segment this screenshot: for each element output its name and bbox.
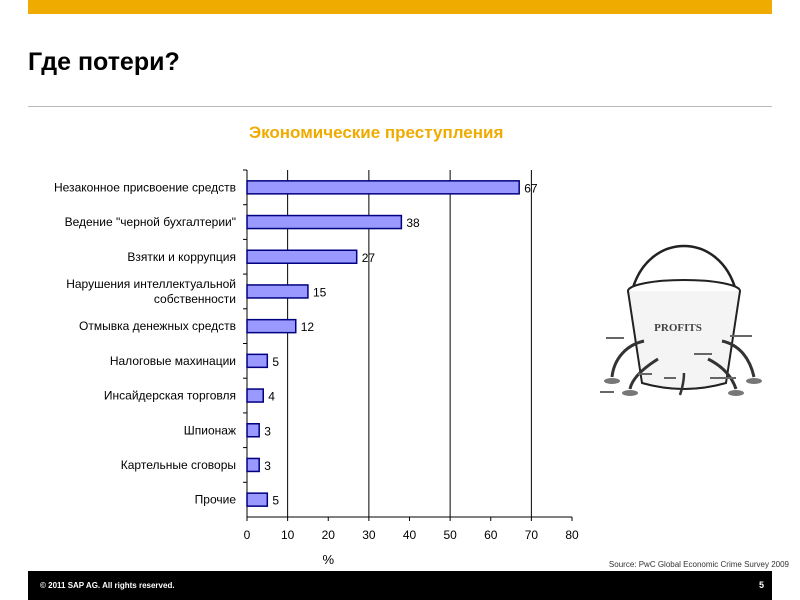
top-accent-bar bbox=[28, 0, 772, 14]
bar-value-label: 3 bbox=[264, 459, 271, 473]
x-axis-label: % bbox=[322, 552, 334, 567]
footer-copyright: © 2011 SAP AG. All rights reserved. bbox=[40, 581, 175, 590]
category-label: Шпионаж bbox=[184, 423, 236, 437]
bar-value-label: 67 bbox=[524, 181, 538, 195]
category-label: Незаконное присвоение средств bbox=[54, 180, 236, 194]
leaking-bucket-illustration: PROFITS bbox=[600, 244, 762, 396]
slide-title: Где потери? bbox=[28, 48, 180, 76]
leak-stream-5 bbox=[678, 372, 686, 396]
category-label: Взятки и коррупция bbox=[127, 250, 236, 264]
x-tick-label: 0 bbox=[244, 528, 251, 542]
bar-value-label: 4 bbox=[268, 390, 275, 404]
bucket-handle bbox=[630, 244, 738, 292]
category-label: Налоговые махинации bbox=[110, 354, 236, 368]
bar bbox=[246, 457, 260, 473]
x-tick-label: 10 bbox=[281, 528, 295, 542]
bucket-label: PROFITS bbox=[654, 322, 702, 334]
category-label: Инсайдерская торговля bbox=[104, 389, 236, 403]
category-label: Ведение "черной бухгалтерии" bbox=[65, 215, 236, 229]
bar-value-label: 27 bbox=[362, 251, 376, 265]
category-label: собственности bbox=[154, 292, 236, 306]
x-tick-label: 70 bbox=[525, 528, 539, 542]
bar bbox=[246, 214, 403, 230]
x-tick-label: 20 bbox=[322, 528, 336, 542]
category-label: Картельные сговоры bbox=[121, 458, 236, 472]
bar-value-label: 15 bbox=[313, 285, 327, 299]
bar bbox=[246, 353, 269, 369]
leak-stream-3 bbox=[721, 339, 756, 378]
bar-value-label: 3 bbox=[264, 424, 271, 438]
chart-title: Экономические преступления bbox=[249, 123, 504, 142]
x-tick-label: 50 bbox=[443, 528, 457, 542]
bar bbox=[246, 284, 309, 299]
bar bbox=[246, 492, 269, 507]
x-tick-label: 30 bbox=[362, 528, 376, 542]
source-note: Source: PwC Global Economic Crime Survey… bbox=[608, 560, 789, 569]
x-tick-label: 60 bbox=[484, 528, 498, 542]
x-tick-label: 40 bbox=[403, 528, 417, 542]
leak-stream-4 bbox=[707, 357, 738, 390]
category-label: Прочие bbox=[195, 493, 237, 507]
bar bbox=[246, 249, 358, 264]
title-divider bbox=[28, 106, 772, 107]
bar-value-label: 5 bbox=[272, 494, 279, 508]
bar bbox=[246, 388, 264, 403]
bar bbox=[246, 180, 520, 195]
leak-stream-1 bbox=[610, 339, 645, 378]
bar-value-label: 38 bbox=[406, 216, 420, 230]
page-number: 5 bbox=[758, 580, 764, 590]
bar bbox=[246, 318, 297, 334]
category-label: Отмывка денежных средств bbox=[79, 319, 236, 333]
category-label: Нарушения интеллектуальной bbox=[66, 277, 236, 291]
bar-value-label: 5 bbox=[272, 355, 279, 369]
bar bbox=[246, 423, 260, 438]
bar-value-label: 12 bbox=[301, 320, 315, 334]
footer-bar: © 2011 SAP AG. All rights reserved. 5 bbox=[28, 571, 772, 600]
x-tick-label: 80 bbox=[565, 528, 579, 542]
